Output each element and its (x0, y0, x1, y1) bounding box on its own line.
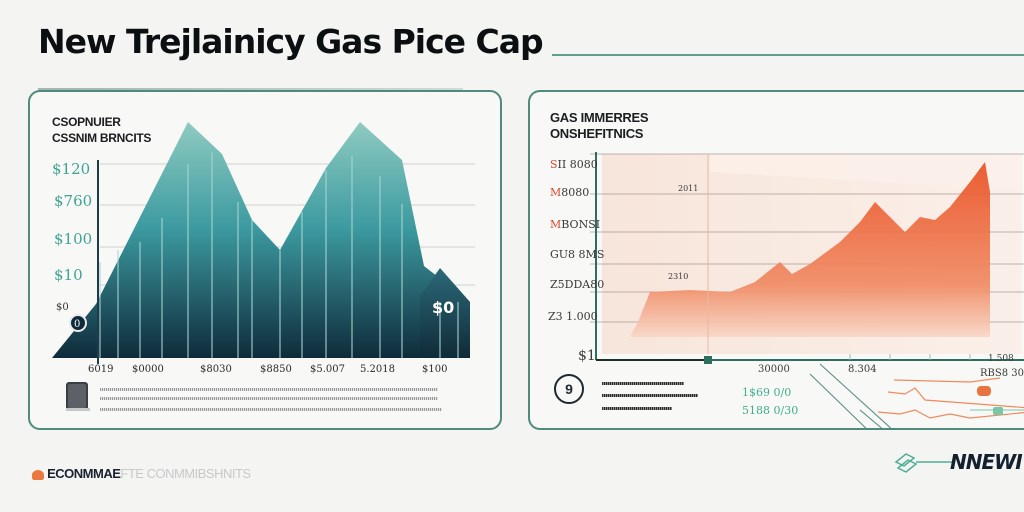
y-label: $10 (54, 266, 83, 284)
left-panel-title: CSOPNUIER CSSNIM BRNCITS (52, 114, 151, 146)
y-label: $0 (56, 302, 69, 313)
x-label: $8850 (260, 364, 292, 375)
left-title-line1: CSOPNUIER (52, 115, 121, 129)
legend-line (602, 394, 698, 397)
legend-line (100, 408, 442, 411)
page-title: New Trejlainicy Gas Pice Cap (38, 22, 544, 61)
legend-line (602, 382, 684, 385)
legend-line (602, 407, 672, 410)
stack-logo-icon (894, 453, 952, 473)
y-label: GU8 8MS (550, 248, 605, 261)
footer-brand-right: NNEWI (950, 450, 1023, 474)
price-tag-label: $0 (432, 298, 455, 317)
y-label: M8080 (550, 186, 590, 199)
y-label: $760 (54, 192, 93, 210)
x-label: 6019 (88, 364, 114, 375)
y-label: Z3 1.000 (548, 310, 598, 323)
left-area-chart: 0 (52, 122, 475, 364)
flame-icon (32, 469, 44, 480)
footer-brand-name: ECONMMAE (47, 466, 121, 481)
legend-badge: 9 (554, 374, 584, 404)
legend-value: 5188 0/30 (742, 404, 799, 417)
battery-icon (66, 382, 90, 411)
legend-right-label: RBS8 3020 (980, 368, 1024, 379)
right-title-line2: ONSHEFITNICS (550, 126, 644, 141)
footer-brand-left: ECONMMAEFTE CONMMIBSHNITS (32, 466, 251, 481)
y-label: $120 (52, 160, 91, 178)
axis-origin-label: $1 (578, 348, 596, 364)
x-label: $0000 (132, 364, 164, 375)
inline-label: 2310 (668, 272, 689, 281)
svg-text:0: 0 (74, 319, 80, 330)
right-panel-title: GAS IMMERRES ONSHEFITNICS (550, 110, 649, 142)
x-label: $100 (422, 364, 448, 375)
legend-line (100, 397, 438, 400)
legend-value: 1$69 0/0 (742, 386, 792, 399)
left-chart-panel: CSOPNUIER CSSNIM BRNCITS $120 $760 $100 … (28, 90, 502, 430)
x-label: 30000 (758, 364, 790, 375)
y-label: SII 8080 (550, 158, 598, 171)
right-title-line1: GAS IMMERRES (550, 110, 649, 125)
inline-label: 2011 (678, 184, 699, 193)
x-label: $8030 (200, 364, 232, 375)
left-title-line2: CSSNIM BRNCITS (52, 131, 152, 145)
right-chart-panel: GAS IMMERRES ONSHEFITNICS (528, 90, 1024, 430)
x-label: 1.508 (988, 354, 1014, 364)
y-label: $100 (54, 230, 93, 248)
right-area-chart (590, 152, 1024, 428)
legend-line (100, 388, 438, 391)
x-label: $5.007 (310, 364, 345, 375)
y-label: MBONSI (550, 218, 601, 231)
title-underline (38, 88, 463, 90)
title-rule (552, 54, 1024, 56)
x-label: 5.2018 (360, 364, 395, 375)
x-label: 8.304 (848, 364, 877, 375)
y-label: Z5DDA80 (550, 278, 605, 291)
footer-tagline: FTE CONMMIBSHNITS (120, 466, 251, 481)
